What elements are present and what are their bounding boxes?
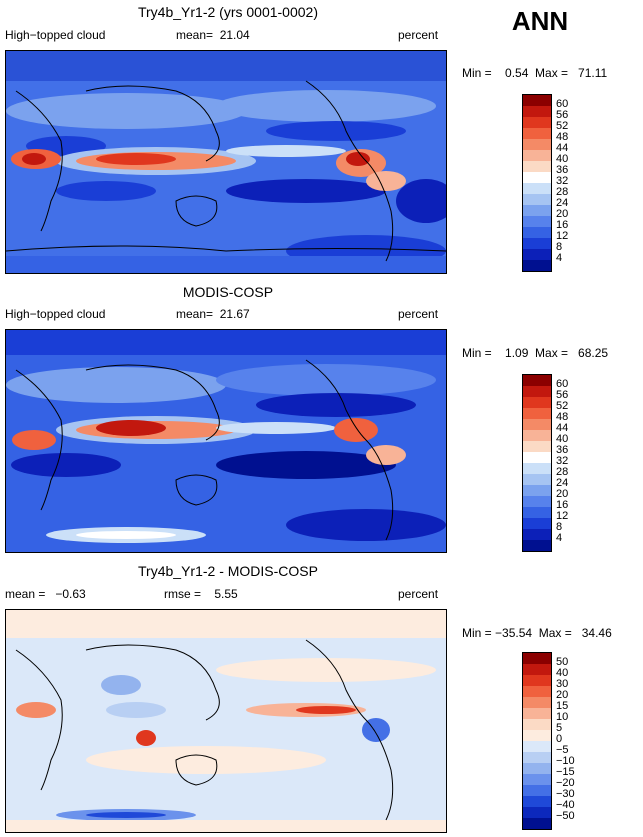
panel-2-tick: 44: [556, 422, 569, 434]
panel-1-tick: 20: [556, 208, 569, 220]
panel-1-map: [5, 50, 447, 274]
panel-1-tick: 48: [556, 131, 569, 143]
panel-1-tick: 60: [556, 98, 569, 110]
panel-3-tick: −40: [556, 799, 575, 811]
panel-1-tick: 8: [556, 241, 563, 253]
panel-1-mean-label: mean= 21.04: [176, 28, 250, 42]
panel-3-colorbar: [522, 652, 552, 830]
panel-2-colorbar: [522, 374, 552, 552]
panel-1-tick: 52: [556, 120, 569, 132]
panel-2-tick: 4: [556, 532, 563, 544]
panel-2-tick: 36: [556, 444, 569, 456]
panel-3-tick: −20: [556, 777, 575, 789]
panel-1-minmax: Min = 0.54 Max = 71.11: [462, 66, 608, 80]
panel-3-tick: 20: [556, 689, 569, 701]
panel-1-tick: 44: [556, 142, 569, 154]
panel-2-tick: 16: [556, 499, 569, 511]
panel-2-tick: 52: [556, 400, 569, 412]
panel-3-tick: −15: [556, 766, 575, 778]
panel-2-mean-label: mean= 21.67: [176, 307, 250, 321]
panel-2-map: [5, 329, 447, 553]
season-label: ANN: [511, 6, 569, 36]
panel-1-tick: 36: [556, 164, 569, 176]
panel-1-tick: 40: [556, 153, 569, 165]
panel-3-tick: 0: [556, 733, 563, 745]
panel-2-variable-label: High−topped cloud: [5, 307, 106, 321]
panel-1-tick: 4: [556, 252, 563, 264]
panel-1-units-label: percent: [398, 28, 439, 42]
panel-1-tick: 56: [556, 109, 569, 121]
panel-3-units-label: percent: [398, 587, 439, 601]
panel-3-tick: 5: [556, 722, 563, 734]
panel-3-tick: 10: [556, 711, 569, 723]
panel-2-tick: 40: [556, 433, 569, 445]
panel-2-tick: 60: [556, 378, 569, 390]
panel-2-tick: 8: [556, 521, 563, 533]
panel-1-tick: 32: [556, 175, 569, 187]
panel-2-units-label: percent: [398, 307, 439, 321]
panel-3-map: [5, 609, 447, 833]
panel-1-contour-field: [6, 51, 446, 273]
panel-2-title: MODIS-COSP: [182, 284, 274, 300]
panel-1-variable-label: High−topped cloud: [5, 28, 106, 42]
panel-3-tick: 30: [556, 678, 569, 690]
panel-2-tick: 20: [556, 488, 569, 500]
panel-1-colorbar: [522, 94, 552, 272]
panel-2-tick: 56: [556, 389, 569, 401]
panel-3-mean-label: mean = −0.63: [5, 587, 86, 601]
panel-2-minmax: Min = 1.09 Max = 68.25: [462, 346, 609, 360]
panel-3-title: Try4b_Yr1-2 - MODIS-COSP: [138, 563, 318, 579]
panel-3-rmse-label: rmse = 5.55: [164, 587, 238, 601]
panel-3-tick: −5: [556, 744, 569, 756]
panel-3-tick: 15: [556, 700, 569, 712]
panel-3-tick: −50: [556, 810, 575, 822]
panel-2-contour-field: [6, 330, 446, 552]
panel-3-tick: −30: [556, 788, 575, 800]
panel-3-tick: −10: [556, 755, 575, 767]
panel-1-tick: 28: [556, 186, 569, 198]
panel-3-contour-field: [6, 610, 446, 832]
panel-2-tick: 48: [556, 411, 569, 423]
panel-2-tick: 12: [556, 510, 569, 522]
panel-3-tick: 50: [556, 656, 569, 668]
panel-3-tick: 40: [556, 667, 569, 679]
panel-2-tick: 28: [556, 466, 569, 478]
panel-1-tick: 24: [556, 197, 569, 209]
panel-1-tick: 16: [556, 219, 569, 231]
panel-3-minmax: Min = −35.54 Max = 34.46: [462, 626, 612, 640]
panel-2-tick: 24: [556, 477, 569, 489]
panel-2-tick: 32: [556, 455, 569, 467]
panel-1-title: Try4b_Yr1-2 (yrs 0001-0002): [137, 4, 318, 20]
panel-1-tick: 12: [556, 230, 569, 242]
